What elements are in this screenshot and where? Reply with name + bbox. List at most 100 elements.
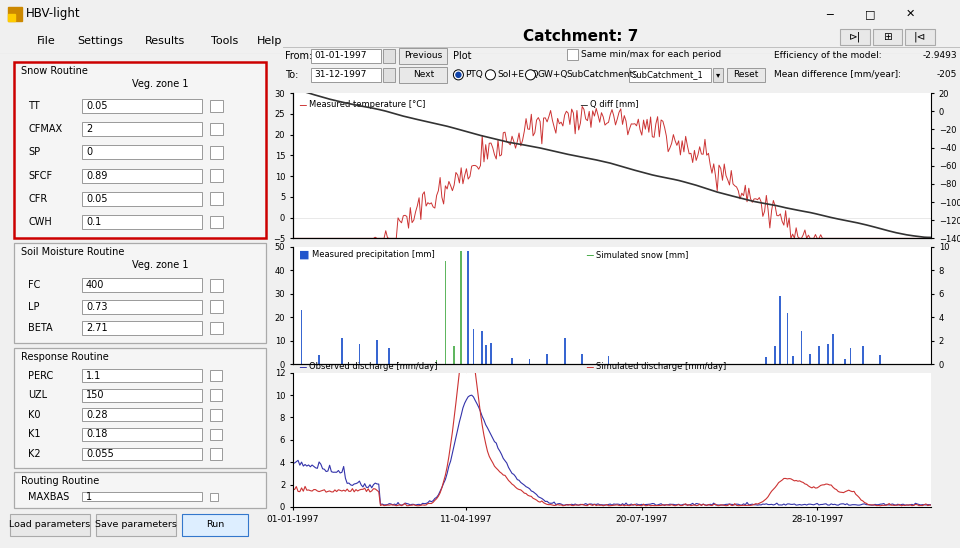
FancyBboxPatch shape: [82, 492, 203, 501]
Text: Load parameters: Load parameters: [10, 521, 90, 529]
Text: 0.05: 0.05: [86, 194, 108, 204]
Text: MAXBAS: MAXBAS: [28, 492, 69, 502]
Bar: [485, 345, 487, 364]
Q diff [mm]: [925, 234, 937, 241]
Text: Observed discharge [mm/day]: Observed discharge [mm/day]: [309, 362, 437, 371]
Text: Save parameters: Save parameters: [95, 521, 177, 529]
Circle shape: [453, 70, 464, 80]
FancyBboxPatch shape: [210, 322, 223, 334]
Bar: [546, 355, 548, 364]
FancyBboxPatch shape: [383, 49, 396, 62]
Text: ▾: ▾: [715, 70, 720, 79]
Bar: [468, 252, 469, 364]
FancyBboxPatch shape: [712, 68, 723, 82]
Text: Mean difference [mm/year]:: Mean difference [mm/year]:: [774, 70, 900, 79]
Q diff [mm]: [541, 146, 553, 153]
FancyBboxPatch shape: [210, 493, 218, 501]
Q diff [mm]: [896, 231, 907, 237]
Q diff [mm]: [422, 118, 434, 125]
Text: 0.73: 0.73: [86, 301, 108, 312]
FancyBboxPatch shape: [210, 370, 222, 381]
Bar: [582, 353, 583, 364]
Bar: [786, 312, 788, 364]
Text: FC: FC: [28, 280, 40, 290]
Text: Snow Routine: Snow Routine: [21, 66, 88, 76]
FancyBboxPatch shape: [82, 408, 203, 421]
FancyBboxPatch shape: [840, 29, 870, 44]
Text: 0.055: 0.055: [86, 449, 114, 459]
Text: 0.28: 0.28: [86, 410, 108, 420]
FancyBboxPatch shape: [566, 49, 578, 60]
Bar: [460, 252, 462, 364]
Text: K2: K2: [28, 449, 40, 459]
Text: K0: K0: [28, 410, 40, 420]
Circle shape: [525, 70, 536, 80]
Bar: [862, 346, 864, 364]
FancyBboxPatch shape: [210, 169, 223, 182]
Text: ■: ■: [300, 250, 310, 260]
FancyBboxPatch shape: [82, 122, 203, 136]
Bar: [765, 357, 767, 364]
Text: □: □: [865, 9, 876, 19]
Bar: [818, 346, 820, 364]
FancyBboxPatch shape: [82, 448, 203, 460]
Text: ─: ─: [300, 362, 306, 372]
Text: BETA: BETA: [28, 323, 53, 333]
Text: 0.05: 0.05: [86, 101, 108, 111]
FancyBboxPatch shape: [82, 369, 203, 382]
Text: SFCF: SFCF: [28, 170, 52, 180]
Text: Sol+E+Q: Sol+E+Q: [497, 70, 539, 79]
Text: 1: 1: [86, 492, 92, 502]
Circle shape: [486, 70, 495, 80]
Bar: [389, 348, 390, 364]
Measured temperature [°C]: [541, 118, 553, 125]
Bar: [792, 356, 794, 364]
Measured temperature [°C]: [287, 235, 299, 242]
Text: ⊳|: ⊳|: [849, 31, 861, 42]
Bar: [774, 346, 776, 364]
Bar: [879, 355, 881, 364]
Bar: [845, 359, 846, 364]
Text: Q diff [mm]: Q diff [mm]: [589, 100, 638, 110]
FancyBboxPatch shape: [96, 514, 176, 536]
Q diff [mm]: [834, 216, 846, 222]
Text: 0.18: 0.18: [86, 430, 108, 439]
Bar: [376, 340, 378, 364]
Text: HBV-light: HBV-light: [26, 8, 81, 20]
Q diff [mm]: [545, 147, 557, 153]
Text: -205: -205: [937, 70, 957, 79]
Text: 1.1: 1.1: [86, 370, 102, 380]
FancyBboxPatch shape: [399, 48, 447, 64]
Bar: [564, 338, 565, 364]
Text: Simulated snow [mm]: Simulated snow [mm]: [596, 250, 688, 259]
Text: Results: Results: [145, 36, 185, 46]
Measured temperature [°C]: [576, 103, 588, 110]
Text: Help: Help: [257, 36, 282, 46]
Text: 0.1: 0.1: [86, 217, 102, 227]
Text: 2.71: 2.71: [86, 323, 108, 333]
Text: 0: 0: [86, 147, 92, 157]
Measured temperature [°C]: [422, 199, 434, 206]
Bar: [491, 343, 492, 364]
FancyBboxPatch shape: [210, 448, 222, 460]
Text: Measured temperature [°C]: Measured temperature [°C]: [309, 100, 425, 110]
FancyBboxPatch shape: [873, 29, 902, 44]
FancyBboxPatch shape: [82, 321, 203, 335]
Text: CFR: CFR: [28, 194, 47, 204]
Text: CWH: CWH: [28, 217, 52, 227]
Bar: [801, 332, 803, 364]
FancyBboxPatch shape: [905, 29, 935, 44]
Text: From:: From:: [285, 50, 312, 61]
Text: K1: K1: [28, 430, 40, 439]
Text: ─: ─: [587, 250, 593, 260]
Text: ─: ─: [580, 100, 587, 110]
FancyBboxPatch shape: [210, 215, 223, 228]
Measured temperature [°C]: [545, 107, 557, 114]
Bar: [511, 358, 513, 364]
Text: Previous: Previous: [404, 51, 443, 60]
FancyBboxPatch shape: [82, 278, 203, 292]
Bar: [8, 14, 15, 21]
FancyBboxPatch shape: [210, 123, 223, 135]
Text: To:: To:: [285, 70, 299, 80]
Measured temperature [°C]: [925, 235, 937, 242]
